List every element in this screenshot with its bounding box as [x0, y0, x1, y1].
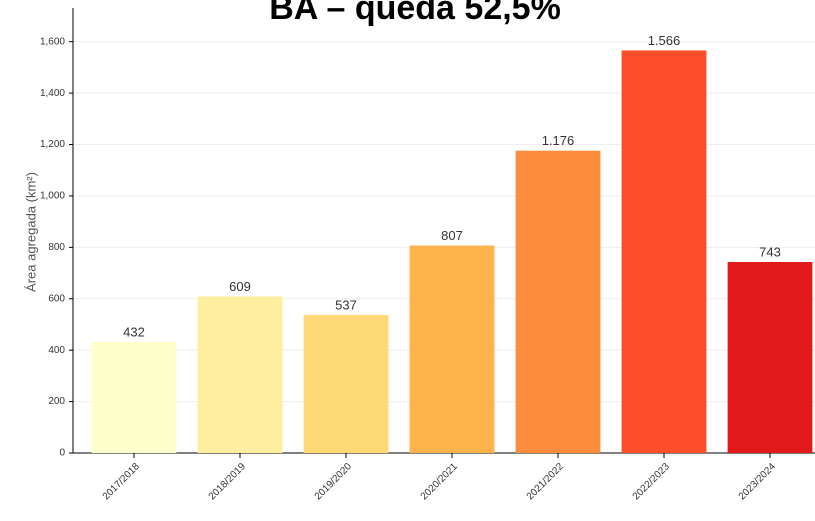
value-label: 537 [335, 297, 357, 312]
value-label: 1.176 [542, 133, 575, 148]
chart-title: BA – queda 52,5% [269, 0, 561, 27]
y-tick-label: 1,400 [40, 88, 65, 99]
x-tick-label: 2021/2022 [525, 461, 567, 503]
x-tick-label: 2018/2019 [207, 461, 249, 503]
y-tick-label: 1,000 [40, 191, 65, 202]
value-label: 609 [229, 279, 251, 294]
y-axis-label: Área agregada (km²) [23, 172, 38, 292]
x-tick-label: 2022/2023 [631, 461, 673, 503]
x-tick-label: 2023/2024 [737, 461, 779, 503]
y-tick-label: 0 [59, 448, 65, 459]
value-label: 743 [759, 244, 781, 259]
bar [621, 50, 707, 453]
y-tick-label: 600 [48, 293, 65, 304]
bar [409, 245, 495, 453]
y-tick-label: 200 [48, 396, 65, 407]
y-tick-label: 800 [48, 242, 65, 253]
value-label: 807 [441, 228, 463, 243]
value-label: 432 [123, 324, 145, 339]
bar [197, 296, 283, 453]
y-tick-label: 400 [48, 345, 65, 356]
y-tick-label: 1,600 [40, 36, 65, 47]
y-tick-label: 1,200 [40, 139, 65, 150]
value-label: 1.566 [648, 33, 681, 48]
x-tick-label: 2019/2020 [313, 461, 355, 503]
bar [91, 341, 177, 453]
bar [727, 262, 813, 453]
x-tick-label: 2017/2018 [101, 461, 143, 503]
bar [303, 314, 389, 453]
x-tick-label: 2020/2021 [419, 461, 461, 503]
bar [515, 150, 601, 453]
